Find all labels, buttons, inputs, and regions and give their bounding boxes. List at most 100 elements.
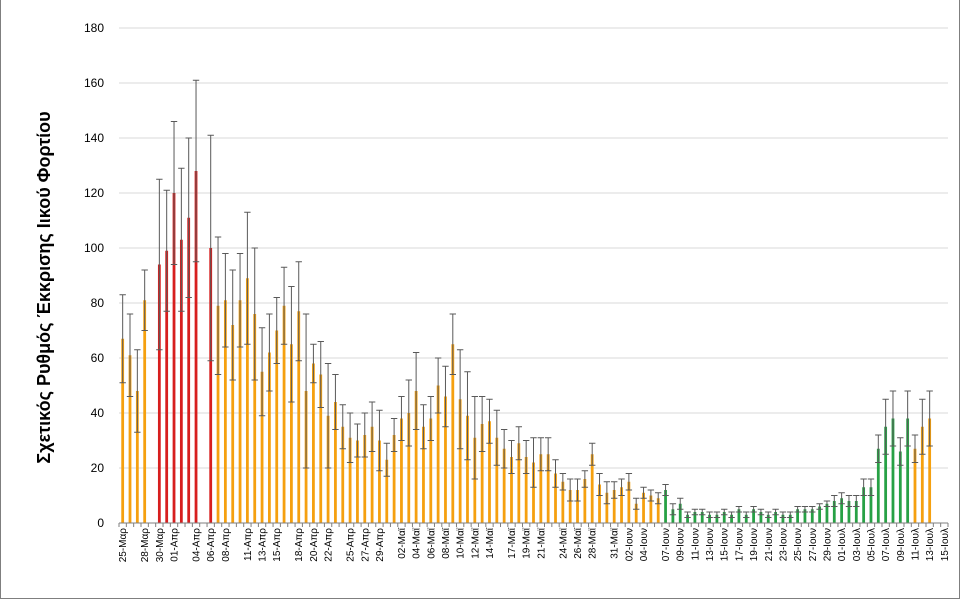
bar-07-Απρ xyxy=(216,305,220,523)
error-bar-30-Μαϊ xyxy=(603,481,611,505)
error-bar-28-Ιουν xyxy=(816,503,823,510)
bar-12-Ιουλ xyxy=(920,426,924,523)
error-bar-22-Ιουν xyxy=(772,508,779,516)
error-bar-20-Μαϊ xyxy=(530,437,537,488)
bar-09-Απρ xyxy=(231,325,235,523)
bar-26-Μαϊ xyxy=(576,490,579,523)
bar-14-Ιουν xyxy=(715,514,719,523)
bar-06-Απρ xyxy=(209,248,213,523)
y-tick-label: 140 xyxy=(84,131,104,145)
bar-13-Μαϊ xyxy=(480,424,484,523)
error-bar-15-Απρ xyxy=(273,297,280,364)
bar-14-Μαϊ xyxy=(488,421,491,523)
bar-01-Ιουλ xyxy=(840,498,844,523)
x-tick-label: 27-Ιουν xyxy=(808,528,819,561)
bar-19-Ιουν xyxy=(752,509,755,523)
bar-24-Ιουν xyxy=(788,514,792,523)
x-tick-label: 29-Ιουν xyxy=(822,528,833,561)
x-tick-label: 23-Ιουν xyxy=(778,528,789,561)
error-bar-02-Ιουλ xyxy=(845,495,853,507)
x-tick-label: 30-Μαρ xyxy=(155,528,166,563)
bar-31-Μαρ xyxy=(165,250,169,523)
bar-13-Ιουν xyxy=(708,514,711,523)
error-bar-29-Μαϊ xyxy=(596,473,603,496)
error-bar-06-Μαϊ xyxy=(427,396,434,441)
error-bar-22-Μαϊ xyxy=(544,437,552,472)
bar-29-Μαϊ xyxy=(598,484,601,523)
error-bar-01-Απρ xyxy=(170,121,178,265)
x-tick-label: 20-Απρ xyxy=(309,528,320,562)
error-bar-14-Ιουν xyxy=(713,511,721,518)
error-bar-04-Μαϊ xyxy=(412,352,420,430)
bar-28-Μαϊ xyxy=(590,454,594,523)
error-bar-27-Ιουν xyxy=(809,506,816,513)
error-bar-10-Μαϊ xyxy=(456,349,464,450)
bar-08-Ιουν xyxy=(671,509,675,523)
bar-21-Ιουν xyxy=(766,514,770,523)
x-tick-label: 02-Ιουν xyxy=(624,528,635,561)
bar-06-Ιουν xyxy=(656,498,660,523)
bar-03-Ιουλ xyxy=(854,501,858,523)
error-bar-08-Ιουν xyxy=(669,503,677,516)
error-bar-27-Μαϊ xyxy=(581,470,589,488)
bar-05-Ιουλ xyxy=(869,487,873,523)
error-bar-17-Ιουν xyxy=(735,506,743,513)
error-bar-13-Ιουν xyxy=(706,511,713,518)
bar-11-Απρ xyxy=(245,278,249,523)
x-tick-label: 21-Ιουν xyxy=(764,528,775,561)
bar-16-Ιουν xyxy=(730,514,733,523)
y-tick-label: 20 xyxy=(91,461,105,475)
error-bar-11-Ιουν xyxy=(691,508,699,516)
x-tick-label: 26-Μαϊ xyxy=(573,527,584,559)
x-tick-label: 05-Ιουλ xyxy=(866,528,877,561)
error-bar-03-Απρ xyxy=(185,137,192,298)
bar-25-Ιουν xyxy=(796,509,800,523)
x-tick-label: 25-Ιουν xyxy=(793,528,804,561)
error-bar-05-Ιουν xyxy=(647,489,655,502)
bar-06-Μαϊ xyxy=(429,418,433,523)
error-bar-30-Απρ xyxy=(383,442,390,477)
error-bar-11-Απρ xyxy=(244,211,251,345)
error-bar-29-Ιουν xyxy=(823,500,831,507)
bar-18-Ιουν xyxy=(744,514,748,523)
error-bar-24-Μαϊ xyxy=(559,473,567,491)
x-tick-label: 17-Μαϊ xyxy=(507,527,518,559)
bar-21-Απρ xyxy=(319,374,323,523)
error-bar-19-Μαϊ xyxy=(522,440,530,474)
bar-05-Ιουν xyxy=(649,495,653,523)
y-tick-label: 120 xyxy=(84,186,104,200)
bars xyxy=(121,171,932,523)
error-bar-10-Απρ xyxy=(236,253,244,348)
bar-28-Ιουν xyxy=(818,506,822,523)
x-tick-label: 01-Απρ xyxy=(170,528,181,562)
error-bar-02-Ιουν xyxy=(625,473,633,491)
bar-13-Απρ xyxy=(260,371,264,523)
error-bar-14-Μαϊ xyxy=(486,398,493,444)
bar-27-Μαϊ xyxy=(583,479,587,523)
error-bar-28-Μαϊ xyxy=(588,442,596,466)
bar-07-Μαϊ xyxy=(436,385,440,523)
y-tick-label: 80 xyxy=(91,296,105,310)
x-tick-label: 14-Μαϊ xyxy=(485,527,496,559)
x-tick-label: 06-Απρ xyxy=(206,528,217,562)
error-bar-16-Απρ xyxy=(280,266,288,345)
error-bar-01-Μαϊ xyxy=(390,418,398,452)
x-tick-label: 27-Απρ xyxy=(360,528,371,562)
error-bar-13-Ιουλ xyxy=(926,390,933,447)
bar-18-Μαϊ xyxy=(517,443,521,523)
error-bar-09-Ιουλ xyxy=(897,437,904,466)
bar-04-Απρ xyxy=(194,171,198,523)
bar-02-Ιουλ xyxy=(847,501,851,523)
error-bar-14-Απρ xyxy=(266,313,273,392)
error-bar-10-Ιουλ xyxy=(904,390,911,447)
x-tick-label: 29-Απρ xyxy=(375,528,386,562)
x-tick-label: 04-Ιουν xyxy=(639,528,650,561)
error-bar-12-Ιουλ xyxy=(919,398,926,455)
x-tick-label: 09-Ιουν xyxy=(676,528,687,561)
x-tick-label: 11-Ιουν xyxy=(690,528,701,561)
error-bar-27-Απρ xyxy=(361,412,368,458)
x-tick-label: 10-Μαϊ xyxy=(456,527,467,559)
error-bar-15-Μαϊ xyxy=(493,409,501,466)
x-axis-ticks: 25-Μαρ 28-Μαρ 30-Μαρ 01-Απρ 04-Απρ 06-Απρ 08-Α… xyxy=(118,523,951,562)
bar-08-Μαϊ xyxy=(444,396,447,523)
